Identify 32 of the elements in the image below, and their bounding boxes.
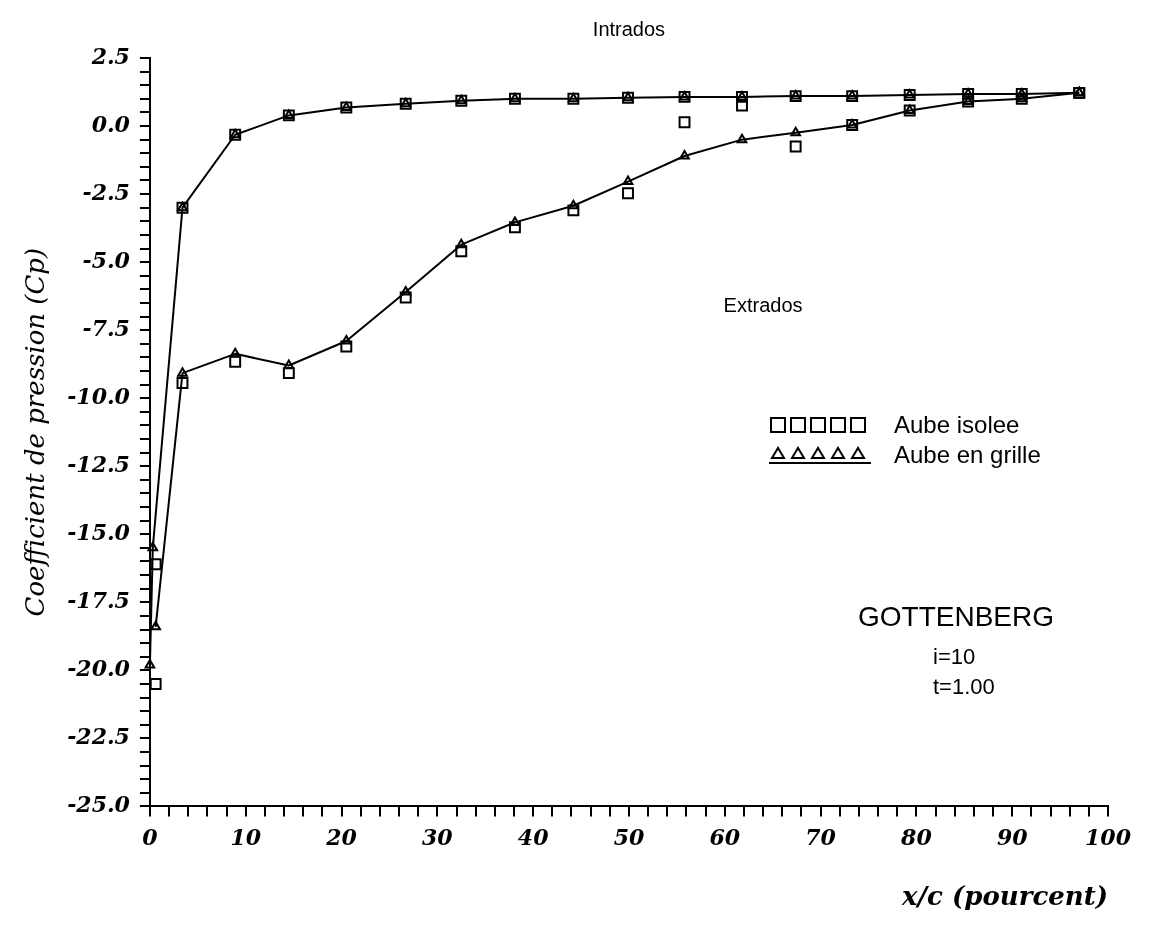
y-tick-label: -10.0 [67,382,131,409]
y-tick-label: -25.0 [67,791,131,818]
x-axis-title: x/c (pourcent) [901,881,1108,912]
x-tick-label: 50 [613,824,645,851]
text: Intrados [592,17,666,40]
annotation: t=1.00 [933,674,995,700]
x-tick-label: 70 [805,824,837,851]
annotation: i=10 [933,644,976,670]
y-tick-label: -22.5 [67,723,130,750]
annotation: Extrados [723,293,803,316]
x-tick-label: 30 [422,824,454,851]
y-tick-label: 0.0 [91,110,131,137]
x-tick-label: 40 [517,824,550,851]
x-tick-label: 90 [996,824,1029,851]
y-tick-label: -20.0 [67,655,131,682]
y-tick-label: 2.5 [90,42,130,69]
y-tick-label: -12.5 [67,450,130,477]
x-tick-label: 20 [325,824,358,851]
x-tick-label: 100 [1085,824,1132,851]
x-tick-label: 60 [709,824,741,851]
x-tick-label: 10 [230,824,262,851]
y-tick-label: -2.5 [82,178,130,205]
annotation: GOTTENBERG [858,600,1055,632]
legend-label: Aube isolee [894,409,1020,440]
y-tick-label: -15.0 [67,518,131,545]
y-tick-label: -17.5 [67,587,130,614]
x-tick-label: 80 [900,824,933,851]
legend-label: Aube en grille [894,439,1041,470]
y-tick-label: -5.0 [82,246,131,273]
y-axis-title: Coefficient de pression (Cp) [20,247,51,617]
x-tick-label: 0 [142,824,159,851]
y-tick-label: -7.5 [82,314,130,341]
